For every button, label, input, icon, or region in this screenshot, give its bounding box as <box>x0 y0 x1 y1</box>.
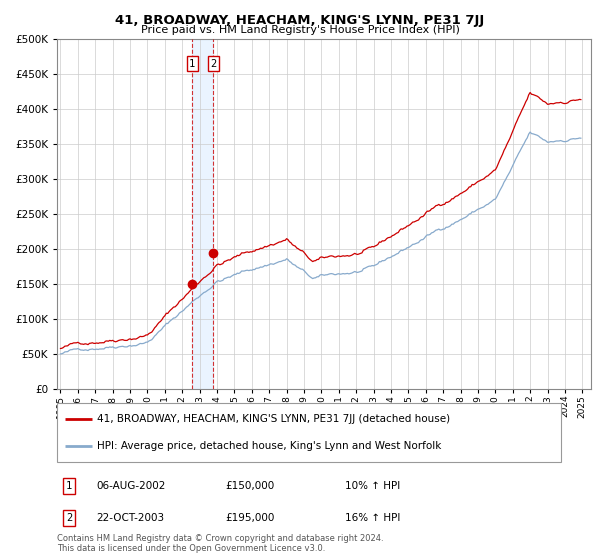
Text: Contains HM Land Registry data © Crown copyright and database right 2024.
This d: Contains HM Land Registry data © Crown c… <box>57 534 383 553</box>
Text: 1: 1 <box>66 481 72 491</box>
FancyBboxPatch shape <box>57 403 561 462</box>
Text: HPI: Average price, detached house, King's Lynn and West Norfolk: HPI: Average price, detached house, King… <box>97 441 442 451</box>
Text: 10% ↑ HPI: 10% ↑ HPI <box>345 481 400 491</box>
Text: £195,000: £195,000 <box>225 513 274 523</box>
Text: 16% ↑ HPI: 16% ↑ HPI <box>345 513 400 523</box>
Text: 22-OCT-2003: 22-OCT-2003 <box>96 513 164 523</box>
Text: 41, BROADWAY, HEACHAM, KING'S LYNN, PE31 7JJ (detached house): 41, BROADWAY, HEACHAM, KING'S LYNN, PE31… <box>97 414 451 424</box>
Text: 41, BROADWAY, HEACHAM, KING'S LYNN, PE31 7JJ: 41, BROADWAY, HEACHAM, KING'S LYNN, PE31… <box>115 14 485 27</box>
Text: 2: 2 <box>66 513 72 523</box>
Text: 2: 2 <box>210 59 217 69</box>
Text: Price paid vs. HM Land Registry's House Price Index (HPI): Price paid vs. HM Land Registry's House … <box>140 25 460 35</box>
Text: 1: 1 <box>189 59 196 69</box>
Text: £150,000: £150,000 <box>225 481 274 491</box>
Text: 06-AUG-2002: 06-AUG-2002 <box>96 481 166 491</box>
Bar <box>193 39 214 389</box>
